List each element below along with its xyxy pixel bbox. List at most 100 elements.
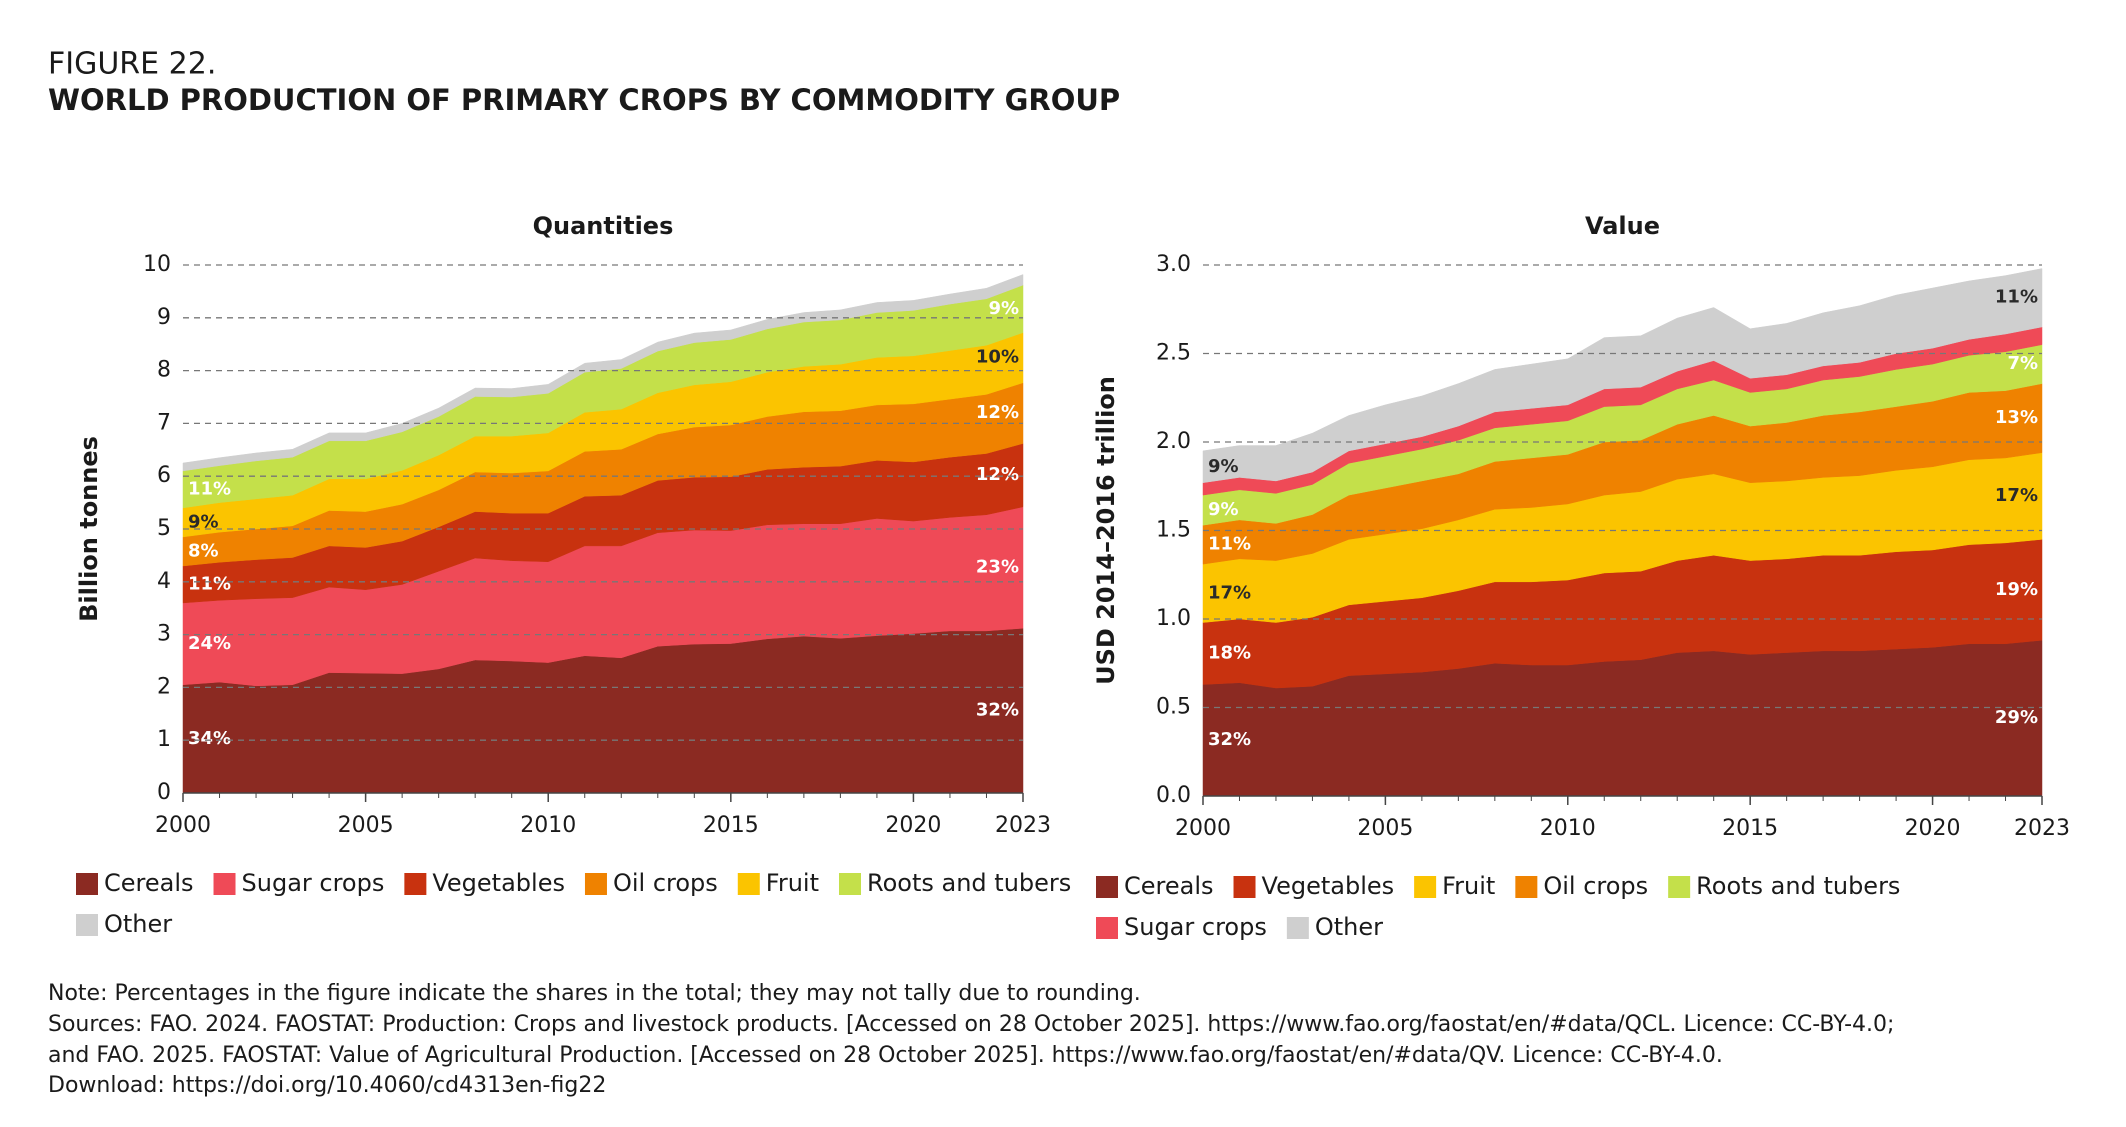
legend-swatch: [76, 873, 98, 895]
share-label: 11%: [188, 573, 231, 594]
note: Note: Percentages in the figure indicate…: [48, 981, 1141, 1006]
x-tick-label: 2015: [703, 813, 759, 838]
legend-swatch: [1096, 917, 1118, 939]
share-label: 23%: [976, 557, 1019, 578]
legend-label: Cereals: [104, 869, 194, 897]
legend-swatch: [584, 873, 607, 895]
legend-label: Roots and tubers: [867, 869, 1071, 897]
share-label: 32%: [976, 700, 1019, 721]
share-label: 11%: [1995, 287, 2038, 308]
x-tick-label: 2000: [155, 813, 211, 838]
legend-item: Roots and tubers: [839, 869, 1071, 897]
legend-item: Roots and tubers: [1668, 872, 1900, 900]
legend-item: Fruit: [1414, 872, 1495, 900]
legend-swatch: [1515, 876, 1538, 898]
share-label: 18%: [1208, 643, 1251, 664]
legend-label: Other: [104, 910, 172, 938]
y-tick-label: 2.0: [1156, 429, 1191, 454]
share-label: 11%: [188, 478, 231, 499]
legend-item: Vegetables: [404, 869, 565, 897]
x-tick-label: 2023: [2014, 816, 2070, 841]
legend-label: Vegetables: [432, 869, 565, 897]
legend-item: Other: [1286, 913, 1383, 941]
y-tick-label: 0.5: [1156, 695, 1191, 720]
y-tick-label: 3: [157, 622, 171, 647]
legend-item: Sugar crops: [213, 869, 385, 897]
y-tick-label: 2.5: [1156, 341, 1191, 366]
y-tick-label: 8: [157, 358, 171, 383]
legend-swatch: [1414, 876, 1437, 898]
legend-item: Cereals: [1096, 872, 1214, 900]
y-tick-label: 1.5: [1156, 518, 1191, 543]
x-tick-label: 2015: [1722, 816, 1778, 841]
legend-label: Sugar crops: [242, 869, 385, 897]
share-label: 9%: [188, 511, 219, 532]
share-label: 10%: [976, 347, 1019, 368]
share-label: 13%: [1995, 407, 2038, 428]
x-tick-label: 2020: [1905, 816, 1961, 841]
y-tick-label: 0: [157, 780, 171, 805]
y-tick-label: 7: [157, 410, 171, 435]
legend-swatch: [839, 873, 861, 895]
area: [182, 274, 1024, 472]
x-tick-label: 2010: [520, 813, 576, 838]
legend-swatch: [1233, 876, 1256, 898]
y-tick-label: 10: [143, 252, 171, 277]
share-label: 12%: [976, 464, 1019, 485]
legend-swatch: [1286, 917, 1309, 939]
share-label: 11%: [1208, 534, 1251, 555]
legend-item: Sugar crops: [1096, 913, 1267, 941]
legend-label: Fruit: [766, 869, 819, 897]
y-tick-label: 6: [157, 463, 171, 488]
legend-item: Fruit: [737, 869, 819, 897]
legend-swatch: [1668, 876, 1691, 898]
chart-title: Quantities: [533, 212, 674, 240]
legend-item: Oil crops: [1515, 872, 1648, 900]
x-tick-label: 2010: [1540, 816, 1596, 841]
legend-swatch: [76, 914, 98, 936]
legend-item: Other: [76, 910, 172, 938]
figure-label: FIGURE 22.: [48, 47, 216, 82]
legend-label: Roots and tubers: [1696, 872, 1900, 900]
y-tick-label: 0.0: [1156, 783, 1191, 808]
y-tick-label: 4: [157, 569, 171, 594]
y-tick-label: 5: [157, 516, 171, 541]
legend-label: Vegetables: [1262, 872, 1395, 900]
share-label: 9%: [1208, 499, 1239, 520]
legend-label: Oil crops: [1543, 872, 1648, 900]
x-tick-label: 2000: [1175, 816, 1231, 841]
share-label: 29%: [1995, 707, 2038, 728]
y-axis-label: USD 2014–2016 trillion: [1092, 376, 1120, 685]
legend-swatch: [213, 873, 236, 895]
legend-label: Sugar crops: [1124, 913, 1267, 941]
legend-swatch: [1096, 876, 1118, 898]
share-label: 24%: [188, 633, 231, 654]
legend-swatch: [404, 873, 427, 895]
y-tick-label: 3.0: [1156, 252, 1191, 277]
chart-title: Value: [1585, 212, 1660, 240]
share-label: 9%: [1208, 456, 1239, 477]
legend-item: Vegetables: [1233, 872, 1395, 900]
legend-item: Oil crops: [584, 869, 718, 897]
note: and FAO. 2025. FAOSTAT: Value of Agricul…: [48, 1043, 1723, 1068]
legend-label: Cereals: [1124, 872, 1214, 900]
y-axis-label: Billion tonnes: [75, 436, 103, 622]
share-label: 32%: [1208, 729, 1251, 750]
legend-label: Oil crops: [613, 869, 718, 897]
share-label: 34%: [188, 728, 231, 749]
x-tick-label: 2005: [1357, 816, 1413, 841]
y-tick-label: 1: [157, 727, 171, 752]
figure-title: WORLD PRODUCTION OF PRIMARY CROPS BY COM…: [48, 83, 1120, 117]
y-tick-label: 2: [157, 674, 171, 699]
share-label: 17%: [1995, 485, 2038, 506]
note: Download: https://doi.org/10.4060/cd4313…: [48, 1073, 606, 1098]
x-tick-label: 2023: [995, 813, 1051, 838]
area: [1202, 268, 2043, 483]
y-tick-label: 9: [157, 305, 171, 330]
share-label: 19%: [1995, 579, 2038, 600]
legend-label: Other: [1315, 913, 1383, 941]
legend-swatch: [737, 873, 760, 895]
share-label: 8%: [188, 540, 219, 561]
note: Sources: FAO. 2024. FAOSTAT: Production:…: [48, 1012, 1894, 1037]
